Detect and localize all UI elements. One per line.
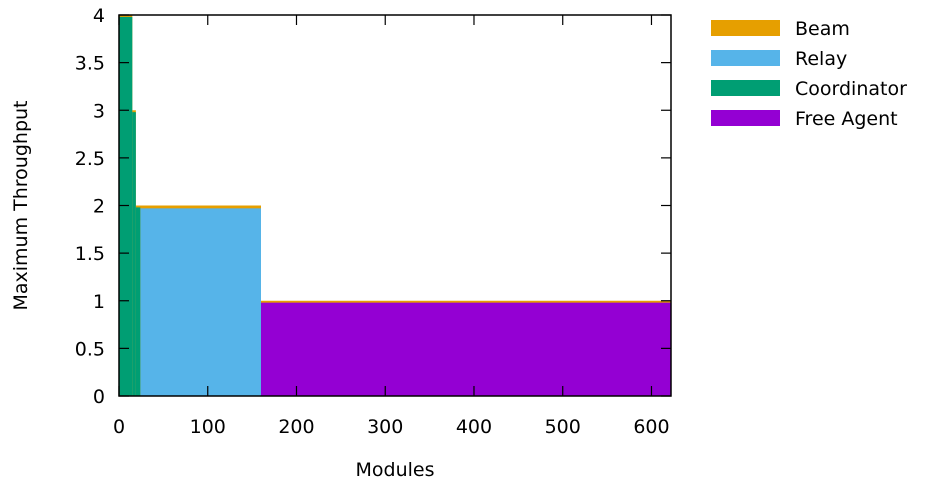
x-tick-label: 200 <box>278 416 314 438</box>
y-tick-label: 0 <box>93 386 105 408</box>
x-tick-label: 100 <box>190 416 226 438</box>
free-agent-region-0 <box>260 302 671 396</box>
legend-label-free-agent: Free Agent <box>795 108 898 130</box>
ticks-layer: 0 100 200 300 400 500 600 0 0.5 1 1.5 2 2.5 3 3.5 4 <box>75 5 671 438</box>
y-tick-label: 2.5 <box>75 148 105 170</box>
x-tick-label: 0 <box>113 416 125 438</box>
legend-label-coordinator: Coordinator <box>795 78 907 100</box>
y-tick-label: 2 <box>93 196 105 218</box>
y-tick-label: 0.5 <box>75 338 105 360</box>
legend-label-relay: Relay <box>795 48 847 70</box>
relay-region-0 <box>140 208 261 396</box>
coordinator-region-2 <box>135 207 141 396</box>
x-axis-title: Modules <box>356 459 435 481</box>
y-tick-label: 1 <box>93 291 105 313</box>
y-tick-label: 3.5 <box>75 53 105 75</box>
x-tick-label: 600 <box>633 416 669 438</box>
y-tick-label: 3 <box>93 100 105 122</box>
legend-swatch-coordinator <box>711 80 780 96</box>
x-tick-label: 500 <box>545 416 581 438</box>
coordinator-region-0 <box>119 16 133 397</box>
x-tick-label: 400 <box>456 416 492 438</box>
y-tick-label: 4 <box>93 5 105 27</box>
legend-swatch-beam <box>711 20 780 36</box>
legend-swatch-free-agent <box>711 110 780 126</box>
legend: Beam Relay Coordinator Free Agent <box>711 18 907 130</box>
x-tick-label: 300 <box>367 416 403 438</box>
legend-label-beam: Beam <box>795 18 850 40</box>
y-axis-title: Maximum Throughput <box>10 100 32 310</box>
y-tick-label: 1.5 <box>75 243 105 265</box>
regions-layer <box>119 15 671 397</box>
coordinator-region-1 <box>132 112 136 396</box>
legend-swatch-relay <box>711 50 780 66</box>
